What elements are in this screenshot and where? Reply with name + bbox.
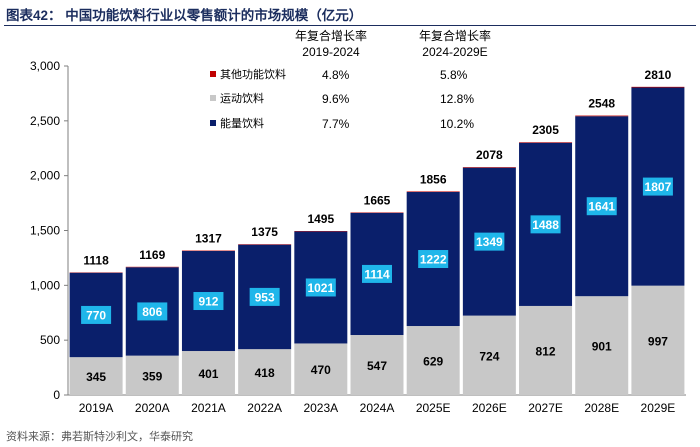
energy-value-label: 1349	[476, 235, 503, 249]
energy-value-box	[193, 292, 224, 311]
legend-swatch-other	[210, 71, 216, 77]
bar-sports-2027E	[519, 305, 573, 395]
bar-other-2025E	[406, 191, 460, 193]
sports-value-label: 418	[255, 366, 275, 380]
sports-value-label: 345	[86, 370, 106, 384]
bar-sports-2025E	[406, 326, 460, 395]
sports-value-label: 359	[142, 369, 162, 383]
legend-label: 其他功能饮料	[220, 67, 286, 81]
x-tick-label: 2025E	[416, 401, 451, 415]
bar-other-2027E	[519, 142, 573, 143]
bar-sports-2023A	[294, 343, 348, 395]
total-value-label: 1317	[195, 232, 222, 246]
source-note: 资料来源：弗若斯特沙利文，华泰研究	[6, 431, 193, 443]
energy-value-label: 1021	[307, 281, 334, 295]
y-tick-label: 3,000	[30, 59, 60, 73]
total-value-label: 2548	[588, 97, 615, 111]
bar-sports-2022A	[238, 349, 292, 395]
bar-sports-2021A	[181, 351, 235, 395]
cagr-2024-2029-value: 10.2%	[440, 117, 474, 131]
x-tick-label: 2023A	[303, 401, 338, 415]
energy-value-box	[249, 287, 280, 306]
bar-sports-2029E	[631, 285, 685, 395]
energy-value-box	[137, 302, 168, 321]
cagr-2024-2029-value: 5.8%	[440, 68, 468, 82]
x-tick-label: 2027E	[528, 401, 563, 415]
sports-value-label: 901	[592, 340, 612, 354]
total-value-label: 2305	[532, 123, 559, 137]
energy-value-label: 1641	[588, 200, 615, 214]
x-tick-label: 2026E	[472, 401, 507, 415]
energy-value-box	[362, 264, 392, 283]
bar-sports-2020A	[125, 355, 179, 395]
bar-sports-2028E	[575, 296, 629, 395]
total-value-label: 2078	[476, 148, 503, 162]
total-value-label: 1856	[420, 172, 447, 186]
energy-value-label: 912	[198, 295, 218, 309]
energy-value-box	[305, 278, 336, 297]
legend-swatch-sports	[210, 95, 216, 101]
energy-value-label: 770	[86, 308, 106, 322]
y-tick-label: 2,000	[30, 169, 60, 183]
sports-value-label: 812	[536, 344, 556, 358]
sports-value-label: 470	[311, 363, 331, 377]
energy-value-box	[586, 197, 617, 216]
total-value-label: 1375	[251, 225, 278, 239]
x-tick-label: 2020A	[135, 401, 170, 415]
title-divider	[4, 25, 696, 26]
y-tick-label: 0	[53, 388, 60, 402]
sports-value-label: 401	[198, 367, 218, 381]
cagr-header-title: 年复合增长率	[419, 28, 491, 43]
x-tick-label: 2024A	[360, 401, 395, 415]
cagr-header-period: 2019-2024	[302, 45, 360, 59]
y-tick-label: 500	[40, 333, 60, 347]
energy-value-label: 1222	[420, 253, 447, 267]
x-tick-label: 2028E	[584, 401, 619, 415]
x-tick-label: 2029E	[641, 401, 676, 415]
chart-title: 图表42： 中国功能饮料行业以零售额计的市场规模（亿元）	[6, 8, 363, 23]
cagr-2019-2024-value: 7.7%	[322, 117, 350, 131]
bar-sports-2019A	[69, 357, 123, 395]
x-tick-label: 2019A	[79, 401, 114, 415]
legend-swatch-energy	[210, 120, 216, 126]
y-tick-label: 1,500	[30, 224, 60, 238]
bar-sports-2024A	[350, 335, 404, 395]
total-value-label: 2810	[645, 68, 672, 82]
total-value-label: 1495	[307, 212, 334, 226]
total-value-label: 1665	[364, 193, 391, 207]
bar-sports-2026E	[462, 315, 516, 395]
cagr-2019-2024-value: 9.6%	[322, 92, 350, 106]
x-tick-label: 2021A	[191, 401, 226, 415]
cagr-header-period: 2024-2029E	[422, 45, 487, 59]
cagr-2019-2024-value: 4.8%	[322, 68, 350, 82]
total-value-label: 1118	[83, 253, 109, 267]
energy-value-label: 1807	[645, 180, 672, 194]
energy-value-box	[642, 177, 673, 196]
sports-value-label: 724	[479, 349, 499, 363]
x-tick-label: 2022A	[247, 401, 282, 415]
sports-value-label: 547	[367, 359, 387, 373]
cagr-2024-2029-value: 12.8%	[440, 92, 474, 106]
sports-value-label: 629	[423, 355, 443, 369]
bar-other-2026E	[462, 167, 516, 168]
sports-value-label: 997	[648, 334, 668, 348]
legend-label: 能量饮料	[220, 116, 264, 130]
energy-value-label: 1488	[532, 218, 559, 232]
cagr-header-title: 年复合增长率	[295, 28, 367, 43]
legend-label: 运动饮料	[220, 91, 264, 105]
energy-value-label: 806	[142, 305, 162, 319]
energy-value-box	[474, 232, 505, 251]
bar-other-2029E	[631, 86, 685, 88]
bar-other-2028E	[575, 115, 629, 117]
energy-value-label: 953	[255, 290, 275, 304]
y-tick-label: 2,500	[30, 114, 60, 128]
total-value-label: 1169	[139, 248, 165, 262]
energy-value-label: 1114	[364, 267, 390, 281]
energy-value-box	[81, 305, 112, 324]
energy-value-box	[418, 250, 449, 269]
y-tick-label: 1,000	[30, 278, 60, 292]
energy-value-box	[530, 215, 561, 234]
